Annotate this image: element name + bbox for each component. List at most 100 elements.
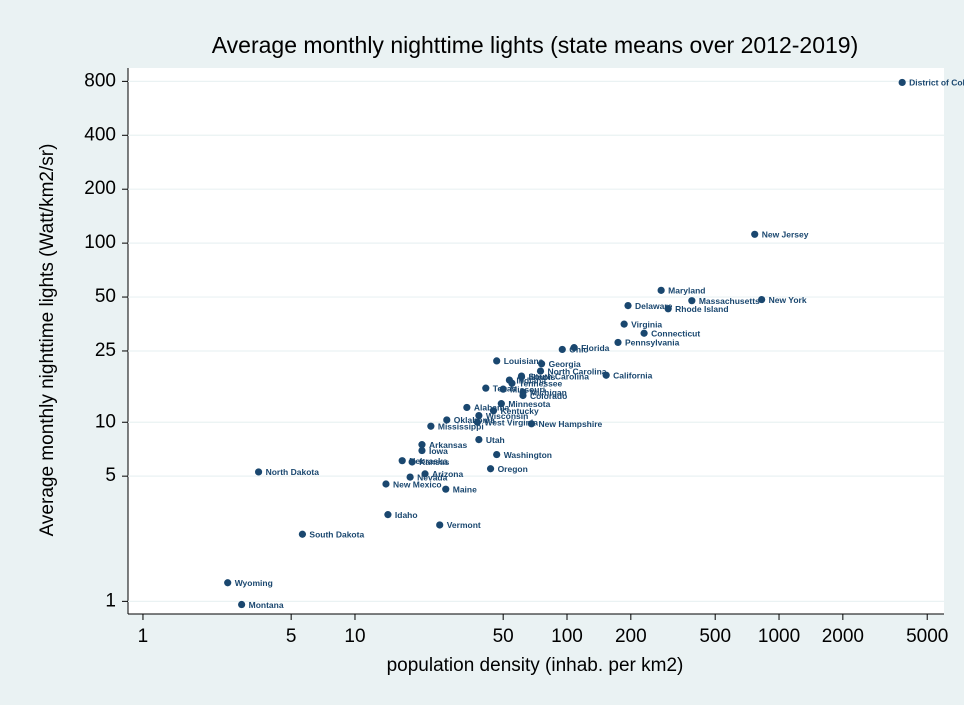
- point: [527, 420, 536, 428]
- y-tick-label: 5: [105, 465, 116, 486]
- x-tick-label: 1000: [758, 626, 800, 647]
- point-label: Illinois: [528, 372, 555, 382]
- point-label: Wyoming: [235, 578, 273, 588]
- x-tick-label: 100: [551, 626, 583, 647]
- point-label: Indiana: [516, 375, 546, 385]
- point-label: Virginia: [631, 319, 662, 329]
- point-label: Georgia: [549, 359, 581, 369]
- point-label: Arizona: [432, 469, 463, 479]
- point-label: Kansas: [419, 457, 450, 467]
- y-tick-label: 100: [84, 232, 116, 253]
- point-label: Missouri: [510, 384, 545, 394]
- point: [570, 344, 578, 352]
- point-label: Oregon: [498, 464, 528, 474]
- point-label: Idaho: [395, 510, 418, 520]
- point: [519, 391, 527, 400]
- chart-title: Average monthly nighttime lights (state …: [212, 32, 858, 58]
- point-label: North Carolina: [548, 366, 607, 376]
- point: [614, 338, 622, 347]
- x-tick-label: 50: [493, 626, 514, 647]
- point-label: West Virginia: [484, 417, 538, 427]
- point: [497, 400, 505, 408]
- point: [688, 297, 696, 305]
- point-label: Maine: [453, 484, 477, 494]
- point: [517, 373, 526, 381]
- point-label: Wisconsin: [486, 411, 528, 421]
- point: [482, 384, 490, 392]
- point-label: New Hampshire: [538, 419, 602, 429]
- point-label: Iowa: [429, 446, 448, 456]
- point: [640, 329, 648, 337]
- point: [463, 403, 471, 412]
- x-axis-title: population density (inhab. per km2): [387, 655, 684, 676]
- point: [254, 468, 263, 476]
- point-label: Mississippi: [438, 421, 484, 431]
- point: [382, 480, 390, 488]
- y-tick-label: 200: [84, 178, 116, 199]
- point-label: Minnesota: [508, 399, 550, 409]
- point-label: Connecticut: [651, 328, 700, 338]
- point-label: Delaware: [635, 301, 673, 311]
- plot-area: [128, 68, 944, 614]
- point-label: Tennessee: [519, 379, 563, 389]
- point-label: Montana: [249, 600, 284, 610]
- point: [298, 530, 307, 538]
- x-tick-label: 10: [344, 626, 365, 647]
- point: [758, 295, 766, 304]
- point-label: District of Columbia: [909, 78, 964, 88]
- point: [473, 418, 482, 426]
- point-label: Ohio: [569, 345, 588, 355]
- point: [224, 579, 232, 587]
- point: [657, 286, 665, 294]
- y-tick-label: 10: [95, 411, 116, 432]
- point-label: Washington: [504, 450, 552, 460]
- point-label: New Jersey: [762, 230, 809, 240]
- point-label: Nevada: [417, 472, 448, 482]
- y-axis-title: Average monthly nighttime lights (Watt/k…: [37, 144, 58, 537]
- point: [398, 457, 406, 465]
- point: [493, 357, 501, 365]
- y-tick-label: 800: [84, 70, 116, 91]
- point: [602, 371, 610, 379]
- x-tick-label: 1: [138, 626, 149, 647]
- point: [486, 465, 495, 473]
- y-tick-label: 25: [95, 340, 116, 361]
- point: [418, 446, 426, 455]
- point: [538, 360, 546, 368]
- point: [442, 485, 450, 493]
- point-label: New York: [769, 295, 807, 305]
- x-tick-label: 200: [615, 626, 647, 647]
- point: [443, 416, 451, 424]
- point-label: Louisiana: [504, 356, 544, 366]
- point: [493, 450, 501, 459]
- point: [558, 345, 566, 354]
- point-label: Colorado: [530, 391, 567, 401]
- point: [664, 305, 672, 313]
- point: [238, 600, 246, 609]
- point-label: Florida: [581, 343, 610, 353]
- point-label: Arkansas: [429, 440, 468, 450]
- point: [536, 367, 545, 375]
- point: [475, 435, 483, 444]
- point: [418, 441, 426, 449]
- point: [421, 470, 429, 478]
- point: [898, 78, 906, 87]
- point-label: South Dakota: [309, 529, 364, 539]
- point: [427, 422, 435, 430]
- point: [489, 407, 498, 415]
- point-label: Nebraska: [409, 456, 448, 466]
- point: [475, 411, 483, 420]
- point: [751, 230, 759, 238]
- x-tick-label: 500: [699, 626, 731, 647]
- point-label: Rhode Island: [675, 304, 728, 314]
- x-tick-label: 5000: [906, 626, 948, 647]
- point-label: Massachusetts: [699, 296, 760, 306]
- point-label: Oklahoma: [454, 415, 495, 425]
- point-label: Pennsylvania: [625, 338, 680, 348]
- point: [436, 521, 444, 529]
- y-tick-label: 400: [84, 124, 116, 145]
- point: [508, 379, 516, 387]
- point-label: South Carolina: [528, 371, 589, 381]
- point-label: Utah: [486, 435, 505, 445]
